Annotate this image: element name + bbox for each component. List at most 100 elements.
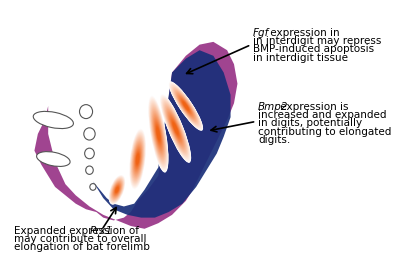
Text: Prx1: Prx1 (90, 226, 114, 236)
Ellipse shape (175, 90, 197, 122)
Ellipse shape (149, 98, 168, 169)
Ellipse shape (112, 181, 122, 198)
Ellipse shape (156, 128, 160, 140)
Ellipse shape (110, 177, 124, 203)
Ellipse shape (113, 183, 121, 197)
Ellipse shape (116, 187, 118, 193)
Ellipse shape (113, 182, 121, 197)
Ellipse shape (134, 145, 142, 174)
Ellipse shape (132, 137, 144, 181)
Ellipse shape (150, 104, 166, 163)
Ellipse shape (166, 107, 185, 150)
Ellipse shape (131, 134, 145, 184)
Ellipse shape (112, 180, 122, 199)
Ellipse shape (162, 98, 189, 159)
Ellipse shape (173, 87, 199, 125)
Ellipse shape (136, 153, 139, 165)
Ellipse shape (135, 151, 140, 167)
Ellipse shape (131, 134, 144, 184)
Ellipse shape (169, 82, 203, 130)
Ellipse shape (130, 133, 145, 186)
Ellipse shape (180, 98, 192, 114)
Ellipse shape (112, 181, 122, 198)
Ellipse shape (129, 128, 146, 190)
Ellipse shape (182, 101, 189, 111)
Ellipse shape (166, 109, 184, 148)
Text: Bmp2: Bmp2 (258, 102, 288, 112)
Ellipse shape (169, 82, 202, 130)
Ellipse shape (154, 116, 163, 151)
Ellipse shape (153, 112, 164, 155)
Ellipse shape (131, 136, 144, 182)
Ellipse shape (170, 83, 202, 129)
Ellipse shape (111, 179, 123, 201)
Ellipse shape (133, 141, 143, 177)
Ellipse shape (90, 184, 96, 190)
Ellipse shape (133, 143, 142, 175)
Ellipse shape (112, 180, 122, 200)
Ellipse shape (176, 92, 196, 120)
Ellipse shape (178, 96, 193, 116)
Ellipse shape (163, 100, 188, 157)
Ellipse shape (154, 120, 162, 148)
Ellipse shape (109, 175, 125, 204)
Ellipse shape (130, 133, 145, 185)
Ellipse shape (172, 86, 200, 126)
Ellipse shape (114, 184, 120, 195)
Ellipse shape (136, 151, 140, 167)
Ellipse shape (162, 100, 188, 157)
Ellipse shape (166, 108, 185, 149)
Ellipse shape (169, 114, 182, 143)
Ellipse shape (168, 111, 184, 146)
Ellipse shape (132, 138, 143, 180)
Ellipse shape (183, 102, 189, 110)
Ellipse shape (149, 99, 168, 169)
Ellipse shape (134, 146, 141, 172)
Ellipse shape (115, 186, 119, 193)
Ellipse shape (110, 177, 124, 202)
Ellipse shape (178, 94, 194, 118)
Text: in interdigit tissue: in interdigit tissue (253, 53, 348, 63)
Ellipse shape (133, 141, 142, 177)
Ellipse shape (177, 93, 195, 119)
Ellipse shape (112, 181, 122, 199)
Ellipse shape (132, 140, 143, 179)
Ellipse shape (168, 81, 203, 131)
Ellipse shape (153, 115, 163, 153)
Ellipse shape (130, 132, 145, 186)
Ellipse shape (179, 96, 193, 116)
Ellipse shape (154, 116, 163, 152)
Ellipse shape (178, 95, 194, 117)
Ellipse shape (156, 127, 160, 141)
Ellipse shape (115, 186, 119, 194)
Ellipse shape (166, 106, 186, 151)
Text: expression is: expression is (277, 102, 348, 112)
Ellipse shape (165, 104, 186, 152)
Ellipse shape (154, 117, 162, 150)
Ellipse shape (133, 143, 142, 175)
Ellipse shape (130, 132, 145, 186)
Ellipse shape (133, 143, 142, 175)
Ellipse shape (173, 122, 178, 135)
Ellipse shape (134, 148, 141, 170)
Ellipse shape (169, 113, 182, 143)
Ellipse shape (174, 90, 197, 122)
Ellipse shape (148, 95, 168, 173)
Ellipse shape (176, 91, 196, 121)
Ellipse shape (134, 144, 142, 174)
Ellipse shape (173, 88, 198, 124)
Ellipse shape (110, 176, 124, 203)
Ellipse shape (172, 86, 200, 126)
Ellipse shape (154, 119, 162, 149)
Ellipse shape (151, 107, 165, 161)
Ellipse shape (177, 93, 194, 119)
Text: BMP-induced apoptosis: BMP-induced apoptosis (253, 44, 374, 54)
Ellipse shape (153, 114, 164, 153)
Ellipse shape (136, 152, 140, 166)
Ellipse shape (110, 177, 124, 203)
Ellipse shape (110, 176, 124, 203)
Ellipse shape (132, 137, 144, 181)
Ellipse shape (156, 124, 161, 144)
Ellipse shape (134, 146, 141, 172)
Ellipse shape (171, 85, 201, 128)
